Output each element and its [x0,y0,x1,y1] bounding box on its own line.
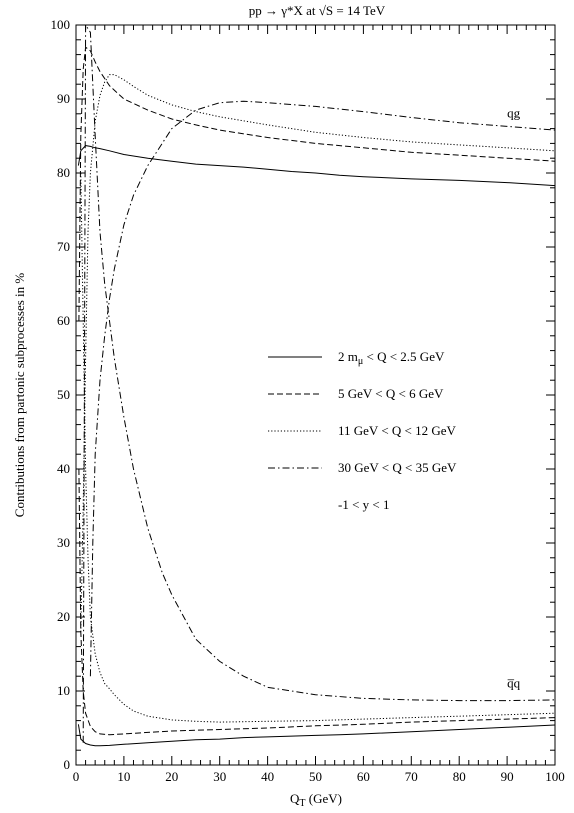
x-tick-label: 50 [309,769,322,784]
series-4-qg-line [89,100,556,677]
x-tick-label: 80 [453,769,466,784]
x-tick-label: 10 [117,769,130,784]
series-2-qqbar-line [78,468,556,736]
x-axis-title: QT (GeV) [290,791,342,809]
legend-label: 5 GeV < Q < 6 GeV [338,386,444,401]
tick-labels: 0 10 20 30 40 50 60 70 80 90 100 0 10 20 30 40 50 60 70 80 9… [51,17,565,784]
chart-title: pp → γ*X at √S = 14 TeV [249,3,386,18]
legend: 2 mμ < Q < 2.5 GeV 5 GeV < Q < 6 GeV 11 Ge… [268,349,457,512]
plot-frame [75,24,556,766]
legend-label: 11 GeV < Q < 12 GeV [338,423,457,438]
y-tick-label: 10 [57,683,70,698]
y-tick-label: 50 [57,387,70,402]
curve-annotation: q̅q [507,675,521,690]
y-tick-label: 70 [57,239,70,254]
curve-annotation: qg [507,106,520,121]
x-tick-label: 100 [545,769,565,784]
y-tick-label: 30 [57,535,70,550]
x-tick-label: 40 [261,769,274,784]
legend-label: 2 mμ < Q < 2.5 GeV [338,349,445,367]
x-tick-label: 0 [73,769,80,784]
x-tick-label: 20 [165,769,178,784]
y-tick-label: 0 [64,757,71,772]
y-tick-label: 80 [57,165,70,180]
series-1-qg-line [77,145,556,187]
y-tick-label: 90 [57,91,70,106]
y-tick-label: 40 [57,461,70,476]
x-tick-label: 60 [357,769,370,784]
legend-label: 30 GeV < Q < 35 GeV [338,460,457,475]
x-tick-label: 70 [405,769,418,784]
series-3-qqbar-line [80,172,556,723]
legend-rapidity-note: -1 < y < 1 [338,497,390,512]
annotations: qg q̅q [507,106,521,691]
series-2-qg-line [78,46,556,322]
x-tick-label: 90 [501,769,514,784]
axis-ticks [75,24,556,766]
series-4-qqbar-line [82,23,556,743]
series-1-qqbar-line [77,724,556,747]
y-tick-label: 20 [57,609,70,624]
x-tick-label: 30 [213,769,226,784]
y-axis-title: Contributions from partonic subprocesses… [12,273,27,518]
y-tick-label: 100 [51,17,71,32]
curves [77,23,556,747]
y-tick-label: 60 [57,313,70,328]
series-3-qg-line [80,74,556,632]
